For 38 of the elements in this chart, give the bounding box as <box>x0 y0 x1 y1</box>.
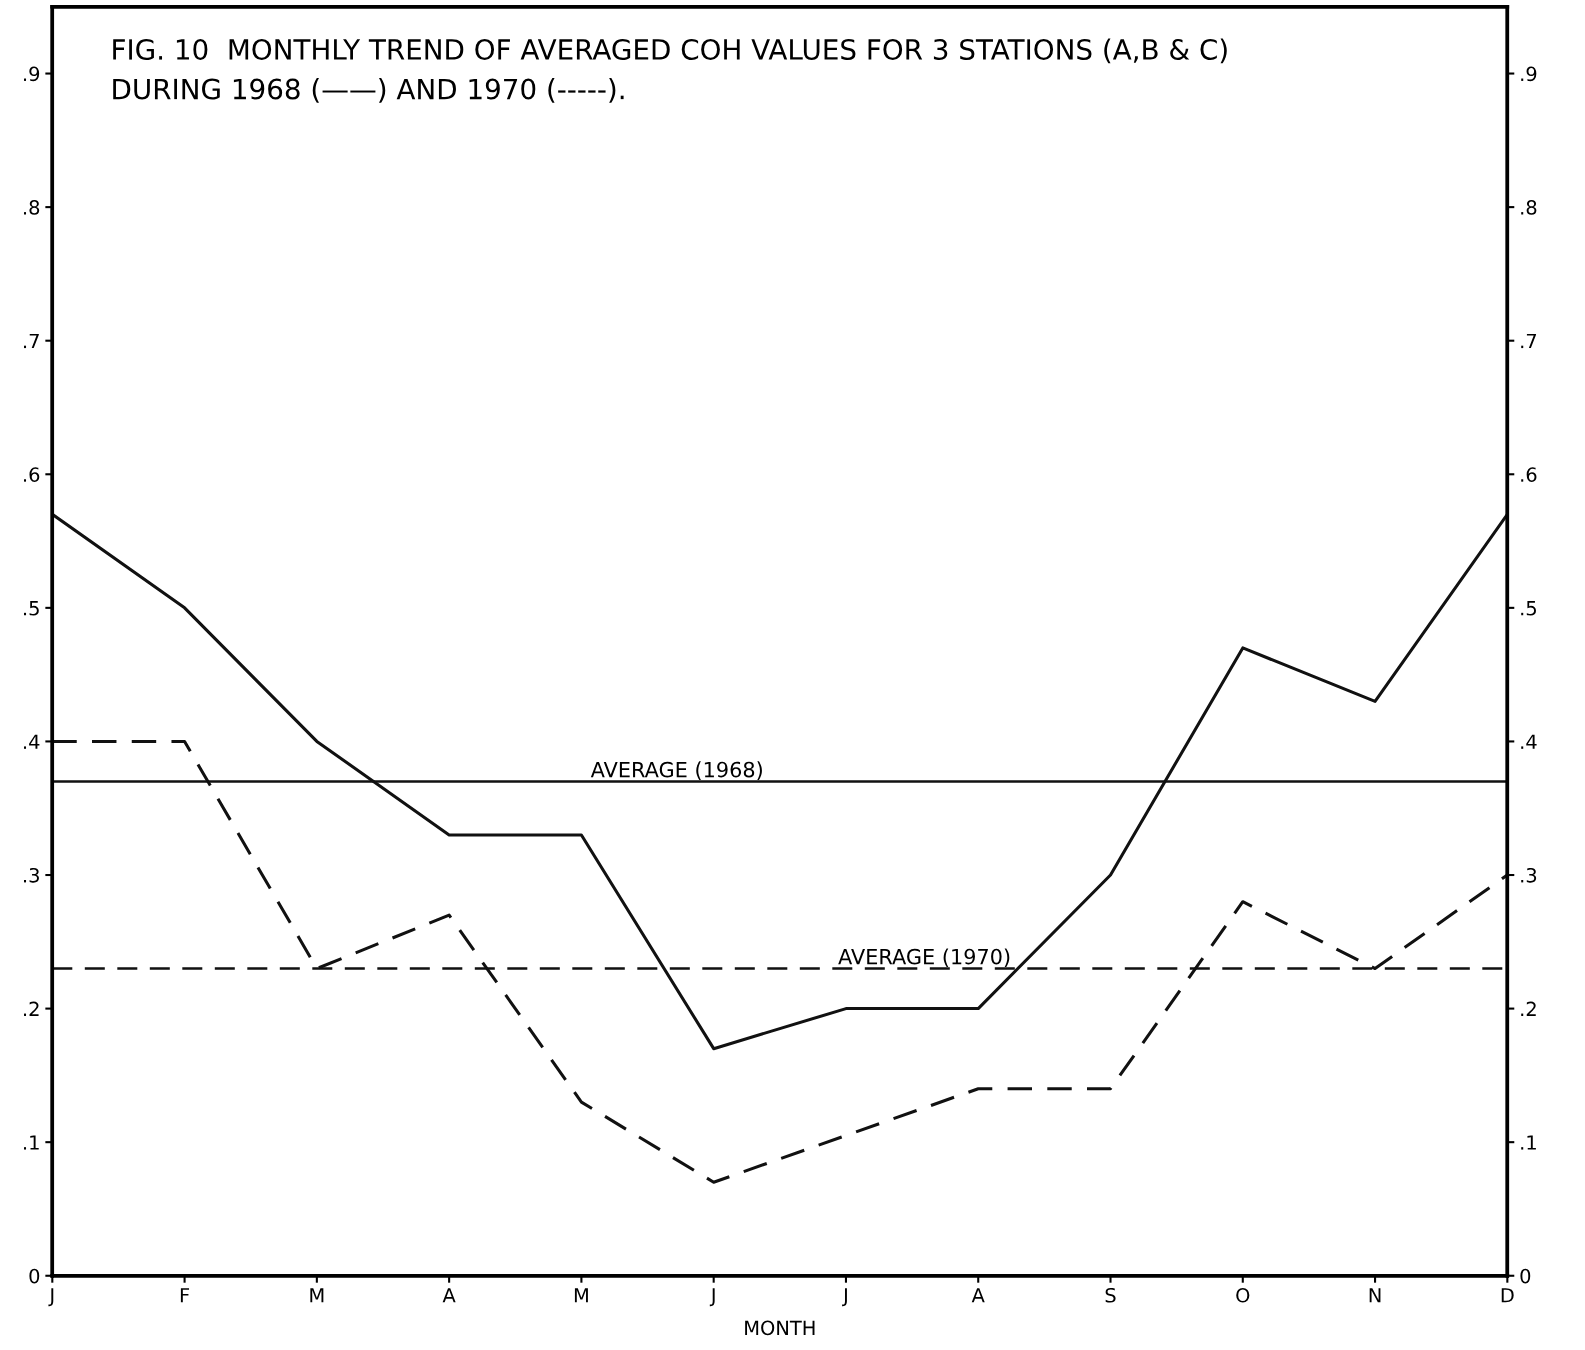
y-tick-label: .5 <box>24 601 39 616</box>
y-tick-label: .4 <box>24 734 40 749</box>
x-tick-label: A <box>442 1288 456 1303</box>
y2-tick-label: .2 <box>1521 1001 1536 1016</box>
ref-line-label: AVERAGE (1968) <box>590 761 762 780</box>
y-tick-label: .3 <box>24 867 39 883</box>
y2-tick-label: .8 <box>1521 200 1537 215</box>
x-tick-label: M <box>574 1288 588 1303</box>
y-tick-label: 0 <box>29 1268 40 1284</box>
line-series <box>52 512 1508 1051</box>
y2-tick-label: .4 <box>1521 734 1537 749</box>
x-tick-label: F <box>180 1288 190 1303</box>
y2-tick-label: .1 <box>1521 1135 1536 1150</box>
y-tick-label: .2 <box>24 1001 39 1016</box>
x-tick-label: J <box>709 1288 715 1307</box>
y2-tick-label: .3 <box>1521 867 1537 883</box>
y2-tick-label: .6 <box>1521 467 1537 482</box>
x-tick-label: M <box>310 1288 324 1303</box>
y-tick-label: .9 <box>24 66 40 82</box>
text: FIG. 10 MONTHLY TREND OF AVERAGED COH VALUES FOR 3 STATIONS (A,B & C) DURING 1968 (——) AND 1970 (-----). <box>113 38 1227 103</box>
ref-line-label: AVERAGE (1970) <box>838 948 1010 967</box>
x-tick-label: O <box>1236 1287 1250 1303</box>
y2-tick-label: .9 <box>1521 66 1537 82</box>
line-series <box>52 739 1508 1184</box>
y-tick-label: .6 <box>24 467 40 482</box>
x-tick-label: A <box>971 1288 985 1303</box>
x-tick-label: J <box>842 1288 847 1307</box>
y2-tick-label: .7 <box>1521 333 1537 349</box>
y-tick-label: .8 <box>24 200 40 215</box>
x-tick-label: N <box>1369 1288 1381 1303</box>
y-tick-label: .7 <box>24 333 39 349</box>
x-tick-label: J <box>48 1288 54 1307</box>
y2-tick-label: 0 <box>1520 1268 1531 1284</box>
y2-tick-label: .5 <box>1521 601 1536 616</box>
x-axis-title: MONTH <box>745 1320 815 1336</box>
x-tick-label: D <box>1501 1288 1514 1303</box>
y-tick-label: .1 <box>24 1135 39 1150</box>
x-tick-label: S <box>1105 1287 1116 1303</box>
